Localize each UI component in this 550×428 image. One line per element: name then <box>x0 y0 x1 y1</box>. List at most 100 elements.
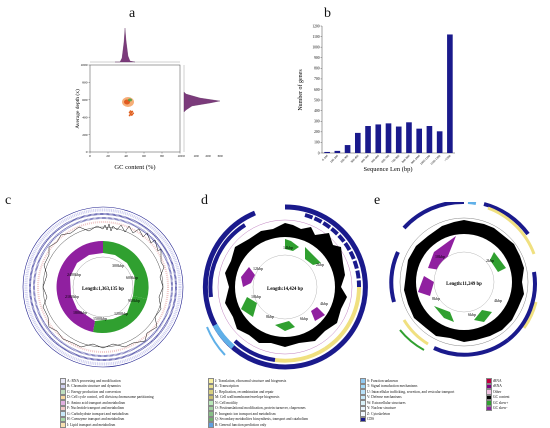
legend-label: GC content <box>493 395 510 400</box>
b-bars <box>324 34 453 153</box>
b-ytick-label: 600 <box>314 88 320 92</box>
legend-c-list: A: RNA processing and modification B: Chr… <box>60 378 200 428</box>
panel-letter-e: e <box>374 193 381 208</box>
legend-label: E: Amino acid transport and metabolism <box>67 400 126 405</box>
legend-label: U: Intracellular trafficking, secretion,… <box>367 389 455 394</box>
b-ytick-label: 1000 <box>312 45 319 49</box>
scatter-point <box>129 113 132 116</box>
legend-column-2: J: Translation, ribosomal structure and … <box>208 378 358 428</box>
b-ytick-label: 300 <box>314 120 320 124</box>
bar <box>395 126 402 153</box>
legend-swatch <box>60 389 66 395</box>
legend-label: I: Lipid transport and metabolism <box>67 422 116 427</box>
b-xtick-label: 700-800 <box>391 154 401 164</box>
scatter-point <box>128 111 131 114</box>
scatter-point <box>131 110 134 113</box>
a-ytick-label: 1000 <box>81 63 88 67</box>
e-center-label: Length:11,249 bp <box>446 282 482 287</box>
panel-letter-d: d <box>201 193 208 208</box>
d-center-label: Length:14,424 bp <box>267 287 303 292</box>
a-xtick-label: 60 <box>142 154 146 158</box>
legend-swatch <box>208 394 214 400</box>
legend-swatch <box>60 383 66 389</box>
b-ytick-label: 1200 <box>312 24 319 28</box>
d-ring-label-4: 8kbp <box>266 314 274 319</box>
legend-label: M: Cell wall/membrane/envelope biogenesi… <box>215 395 280 400</box>
scatter-points <box>128 110 135 117</box>
legend-column-1: A: RNA processing and modification B: Chr… <box>60 378 200 428</box>
legend-item: Other <box>486 389 546 395</box>
bar <box>416 128 423 153</box>
legend-label: GC skew+ <box>493 400 509 405</box>
d-ring-label-2: 4kbp <box>320 301 328 306</box>
c-ring-label-3: 1200kbp <box>114 311 128 316</box>
a-ylabel: Average depth (x) <box>74 89 81 129</box>
legend-item: W: Extracellular structures <box>360 400 480 406</box>
legend-label: A: RNA processing and modification <box>67 378 121 383</box>
legend-swatch <box>486 394 492 400</box>
e-ring-label-1: 2kbp <box>486 258 494 263</box>
legend-label: GC skew- <box>493 406 508 411</box>
panel-letter-c: c <box>5 193 12 208</box>
b-xlabel: Sequence Len (bp) <box>363 166 412 173</box>
legend-item: tRNA <box>486 378 546 384</box>
c-center-label: Length:1,363,135 bp <box>82 287 124 292</box>
c-ring-label-4: 1500kbp <box>93 316 107 321</box>
right-marginal-histogram <box>183 65 221 152</box>
legend-item: H: Coenzyme transport and metabolism <box>60 416 200 422</box>
scatter-plot-area <box>89 64 181 153</box>
b-ytick-label: 1100 <box>312 35 319 39</box>
legend-item: O: Posttranslational modification, prote… <box>208 405 358 411</box>
a-xtick-label: 80 <box>160 154 164 158</box>
bar <box>324 151 330 153</box>
legend-item: T: Signal transduction mechanisms <box>360 383 480 389</box>
legend-label: S: Function unknown <box>367 378 398 383</box>
legend-swatch <box>60 416 66 422</box>
a-xtick-label: 100 <box>177 154 183 158</box>
e-ring-label-3: 6kbp <box>468 312 476 317</box>
scatter-point <box>132 112 135 115</box>
legend-label: H: Coenzyme transport and metabolism <box>67 417 125 422</box>
b-y-ticks: 0 100 200 300 400 500 600 700 800 900 1000 1100 1200 <box>312 24 322 155</box>
panel-c-genome-map: Length:1,363,135 bp 300kbp 600kbp 900kbp… <box>22 206 184 368</box>
legend-swatch <box>208 389 214 395</box>
b-ytick-label: 500 <box>314 98 320 102</box>
b-xtick-label: 1100-1200 <box>429 154 441 166</box>
legend-label: Q: Secondary metabolites biosynthesis, t… <box>215 417 308 422</box>
d-ring-label-5: 10kbp <box>251 294 261 299</box>
legend-swatch <box>486 378 492 384</box>
legend-label: P: Inorganic ion transport and metabolis… <box>215 411 276 416</box>
legend-item: F: Nucleotide transport and metabolism <box>60 405 200 411</box>
bar <box>375 124 382 153</box>
b-ytick-label: 900 <box>314 56 320 60</box>
a-ytick-label: 400 <box>82 115 88 119</box>
d-ring-label-6: 12kbp <box>253 266 263 271</box>
legend-swatch <box>208 383 214 389</box>
bar <box>426 126 433 153</box>
bar <box>344 145 351 153</box>
legend-item: GC content <box>486 394 546 400</box>
legend-swatch <box>208 416 214 422</box>
legend-item: D: Cell cycle control, cell division,chr… <box>60 394 200 400</box>
scatter-point <box>128 114 131 117</box>
a-xtick-label: 40 <box>124 154 128 158</box>
a-hist-ticks: 0 100 200 300 <box>183 154 223 158</box>
e-ring-label-2: 4kbp <box>494 298 502 303</box>
d-ring-label-1: 2kbp <box>316 262 324 267</box>
legend-swatch <box>60 411 66 417</box>
b-ytick-label: 100 <box>314 141 320 145</box>
legend-label: R: General function prediction only <box>215 422 267 427</box>
legend-swatch <box>360 389 366 395</box>
a-xtick-label: 0 <box>89 154 91 158</box>
a-xtick-label: 20 <box>106 154 110 158</box>
legend-item: Z: Cytoskeleton <box>360 411 480 417</box>
bar <box>365 126 371 153</box>
legend-label: T: Signal transduction mechanisms <box>367 384 418 389</box>
legend-item: K: Transcription <box>208 383 358 389</box>
e-ring-label-4: 8kbp <box>432 296 440 301</box>
legend-item: L: Replication, recombination and repair <box>208 389 358 395</box>
b-xtick-label: 500-600 <box>370 154 380 164</box>
bar <box>406 122 412 153</box>
legend-label: Other <box>493 389 502 394</box>
